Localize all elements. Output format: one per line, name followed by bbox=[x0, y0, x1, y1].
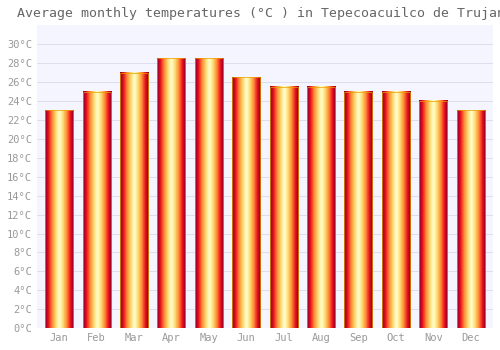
Bar bbox=[456, 111, 484, 328]
Bar bbox=[195, 58, 223, 328]
Bar bbox=[456, 111, 484, 328]
Bar bbox=[232, 77, 260, 328]
Bar bbox=[195, 58, 223, 328]
Bar bbox=[419, 101, 447, 328]
Bar bbox=[158, 58, 186, 328]
Title: Average monthly temperatures (°C ) in Tepecoacuilco de Trujano: Average monthly temperatures (°C ) in Te… bbox=[17, 7, 500, 20]
Bar bbox=[382, 92, 410, 328]
Bar bbox=[270, 87, 297, 328]
Bar bbox=[45, 111, 74, 328]
Bar bbox=[270, 87, 297, 328]
Bar bbox=[82, 92, 110, 328]
Bar bbox=[158, 58, 186, 328]
Bar bbox=[120, 72, 148, 328]
Bar bbox=[307, 87, 335, 328]
Bar bbox=[120, 72, 148, 328]
Bar bbox=[344, 92, 372, 328]
Bar bbox=[307, 87, 335, 328]
Bar bbox=[45, 111, 74, 328]
Bar bbox=[232, 77, 260, 328]
Bar bbox=[382, 92, 410, 328]
Bar bbox=[82, 92, 110, 328]
Bar bbox=[344, 92, 372, 328]
Bar bbox=[419, 101, 447, 328]
